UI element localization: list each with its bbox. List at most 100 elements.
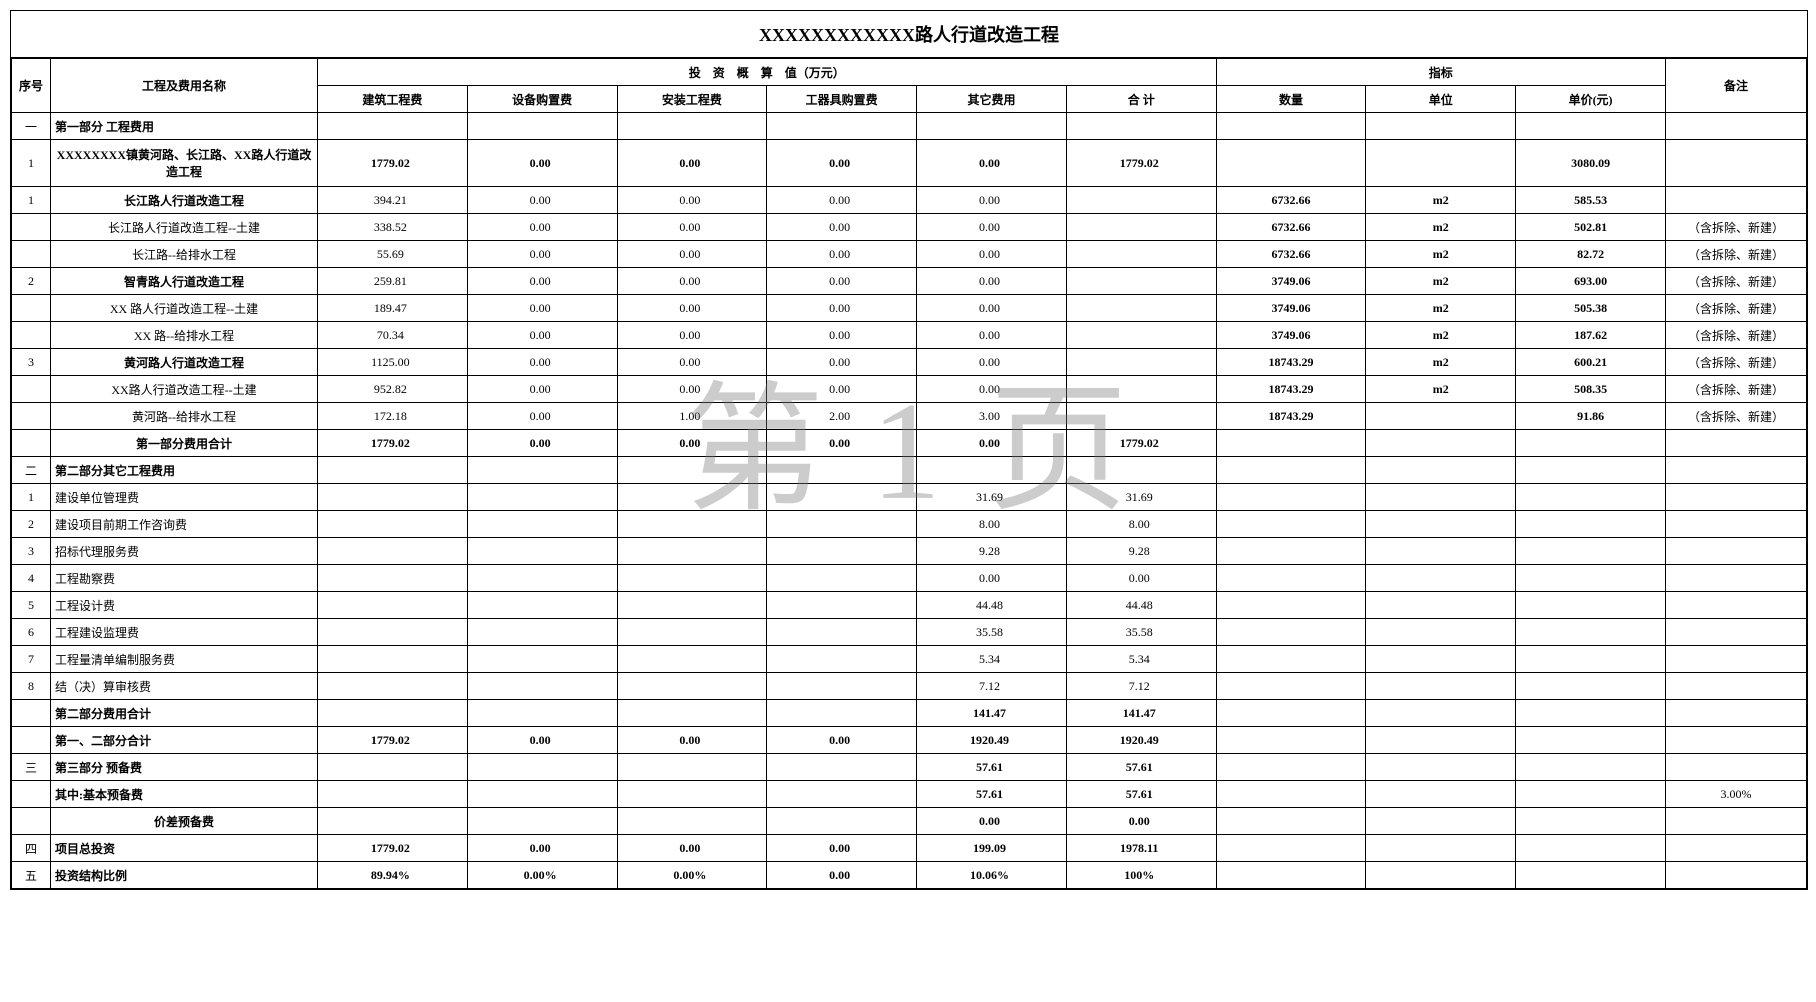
cell-cost <box>917 457 1067 484</box>
cell-cost <box>767 565 917 592</box>
cell-cost <box>318 646 468 673</box>
cell-cost: 0.00 <box>917 187 1067 214</box>
cell-index: 91.86 <box>1516 403 1666 430</box>
cell-index <box>1366 781 1516 808</box>
cell-cost: 0.00 <box>767 727 917 754</box>
table-row: 1长江路人行道改造工程394.210.000.000.000.006732.66… <box>12 187 1807 214</box>
cell-seq <box>12 700 51 727</box>
cell-cost: 8.00 <box>1066 511 1216 538</box>
cell-index <box>1366 808 1516 835</box>
table-row: 1建设单位管理费31.6931.69 <box>12 484 1807 511</box>
cell-cost: 952.82 <box>318 376 468 403</box>
cell-index <box>1366 835 1516 862</box>
cell-cost: 89.94% <box>318 862 468 889</box>
cell-cost: 1920.49 <box>917 727 1067 754</box>
cell-remark: （含拆除、新建） <box>1666 349 1807 376</box>
cell-seq: 8 <box>12 673 51 700</box>
cell-seq: 一 <box>12 113 51 140</box>
cell-cost <box>318 113 468 140</box>
col-c1: 设备购置费 <box>467 86 617 113</box>
cell-cost <box>617 484 767 511</box>
cell-remark <box>1666 140 1807 187</box>
cell-cost <box>467 565 617 592</box>
table-row: 第一部分费用合计1779.020.000.000.000.001779.02 <box>12 430 1807 457</box>
cell-cost: 3.00 <box>917 403 1067 430</box>
cell-cost <box>617 754 767 781</box>
col-i2: 单价(元) <box>1516 86 1666 113</box>
cell-name: 建设单位管理费 <box>51 484 318 511</box>
cell-remark <box>1666 430 1807 457</box>
cell-name: 第二部分费用合计 <box>51 700 318 727</box>
cell-cost: 0.00 <box>467 376 617 403</box>
col-c3: 工器具购置费 <box>767 86 917 113</box>
cell-cost: 31.69 <box>1066 484 1216 511</box>
cell-cost: 0.00 <box>467 187 617 214</box>
cell-index <box>1516 781 1666 808</box>
cell-seq <box>12 376 51 403</box>
cell-cost: 1125.00 <box>318 349 468 376</box>
cell-remark <box>1666 835 1807 862</box>
cell-cost <box>1066 295 1216 322</box>
cell-cost: 0.00 <box>467 295 617 322</box>
cell-name: 其中:基本预备费 <box>51 781 318 808</box>
table-row: 5工程设计费44.4844.48 <box>12 592 1807 619</box>
cell-cost: 0.00 <box>917 349 1067 376</box>
cell-seq: 1 <box>12 140 51 187</box>
table-row: 2建设项目前期工作咨询费8.008.00 <box>12 511 1807 538</box>
budget-table: 序号 工程及费用名称 投 资 概 算 值（万元） 指标 备注 建筑工程费 设备购… <box>11 58 1807 889</box>
cell-name: XX 路人行道改造工程--土建 <box>51 295 318 322</box>
cell-index <box>1216 511 1366 538</box>
cell-index <box>1216 646 1366 673</box>
cell-index: m2 <box>1366 376 1516 403</box>
cell-index <box>1216 140 1366 187</box>
cell-seq <box>12 808 51 835</box>
cell-cost: 8.00 <box>917 511 1067 538</box>
cell-cost: 0.00 <box>917 140 1067 187</box>
cell-cost: 0.00 <box>917 808 1067 835</box>
cell-index: 6732.66 <box>1216 187 1366 214</box>
cell-index <box>1366 140 1516 187</box>
cell-index <box>1216 862 1366 889</box>
cell-index: m2 <box>1366 322 1516 349</box>
cell-cost <box>1066 214 1216 241</box>
cell-index <box>1366 113 1516 140</box>
cell-remark: （含拆除、新建） <box>1666 214 1807 241</box>
cell-cost <box>318 592 468 619</box>
cell-index <box>1366 511 1516 538</box>
cell-remark: （含拆除、新建） <box>1666 322 1807 349</box>
table-row: 第二部分费用合计141.47141.47 <box>12 700 1807 727</box>
cell-cost: 0.00 <box>767 835 917 862</box>
col-name: 工程及费用名称 <box>51 59 318 113</box>
table-row: 价差预备费0.000.00 <box>12 808 1807 835</box>
table-row: 长江路人行道改造工程--土建338.520.000.000.000.006732… <box>12 214 1807 241</box>
cell-index: 693.00 <box>1516 268 1666 295</box>
cell-cost: 0.00 <box>467 727 617 754</box>
cell-index: 502.81 <box>1516 214 1666 241</box>
cell-cost: 0.00 <box>617 140 767 187</box>
cell-cost: 1779.02 <box>1066 430 1216 457</box>
cell-name: XX 路--给排水工程 <box>51 322 318 349</box>
cell-cost <box>767 484 917 511</box>
cell-cost <box>467 673 617 700</box>
cell-name: 第一、二部分合计 <box>51 727 318 754</box>
cell-index <box>1516 727 1666 754</box>
cell-remark: （含拆除、新建） <box>1666 268 1807 295</box>
cell-cost: 0.00 <box>767 862 917 889</box>
cell-seq: 五 <box>12 862 51 889</box>
cell-cost: 0.00 <box>767 376 917 403</box>
cell-seq <box>12 295 51 322</box>
cell-remark <box>1666 619 1807 646</box>
cell-cost: 394.21 <box>318 187 468 214</box>
col-c5: 合 计 <box>1066 86 1216 113</box>
cell-index: m2 <box>1366 295 1516 322</box>
cell-index: 3080.09 <box>1516 140 1666 187</box>
cell-cost: 0.00 <box>1066 565 1216 592</box>
cell-index: 18743.29 <box>1216 349 1366 376</box>
cell-index <box>1516 457 1666 484</box>
cell-index <box>1516 619 1666 646</box>
cell-cost: 0.00 <box>1066 808 1216 835</box>
cell-cost: 0.00 <box>617 727 767 754</box>
cell-remark <box>1666 538 1807 565</box>
cell-cost: 1.00 <box>617 403 767 430</box>
cell-cost <box>617 781 767 808</box>
